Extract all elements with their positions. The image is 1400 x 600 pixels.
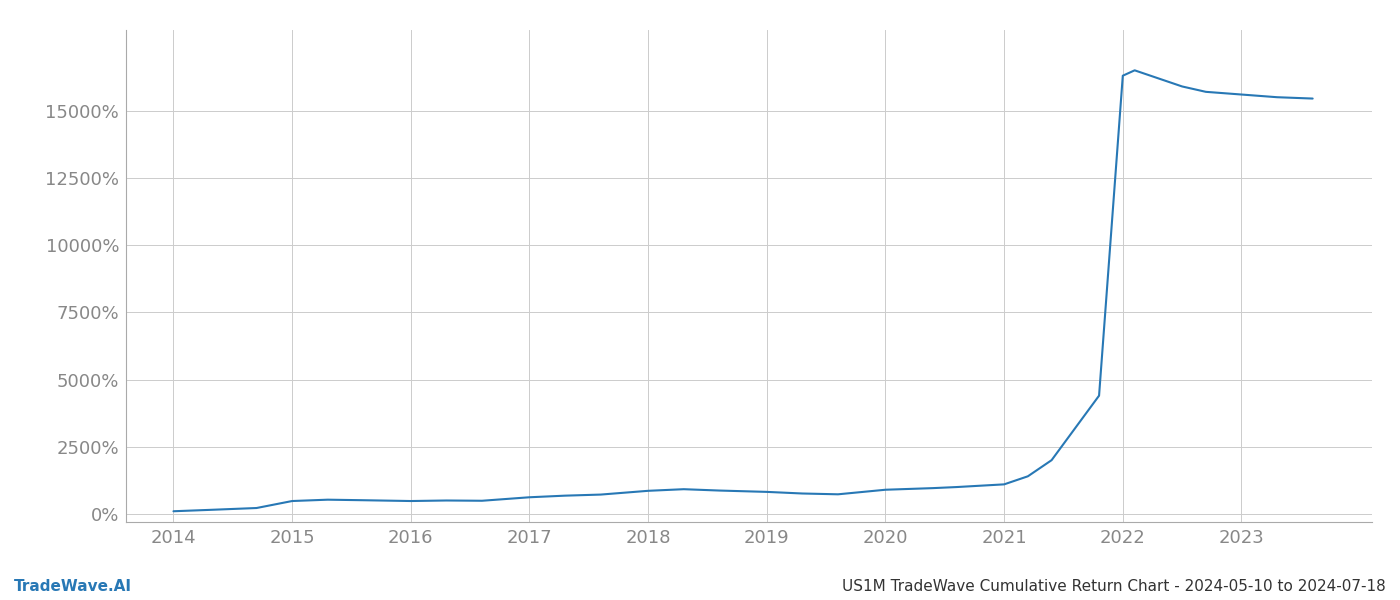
Text: TradeWave.AI: TradeWave.AI [14, 579, 132, 594]
Text: US1M TradeWave Cumulative Return Chart - 2024-05-10 to 2024-07-18: US1M TradeWave Cumulative Return Chart -… [843, 579, 1386, 594]
